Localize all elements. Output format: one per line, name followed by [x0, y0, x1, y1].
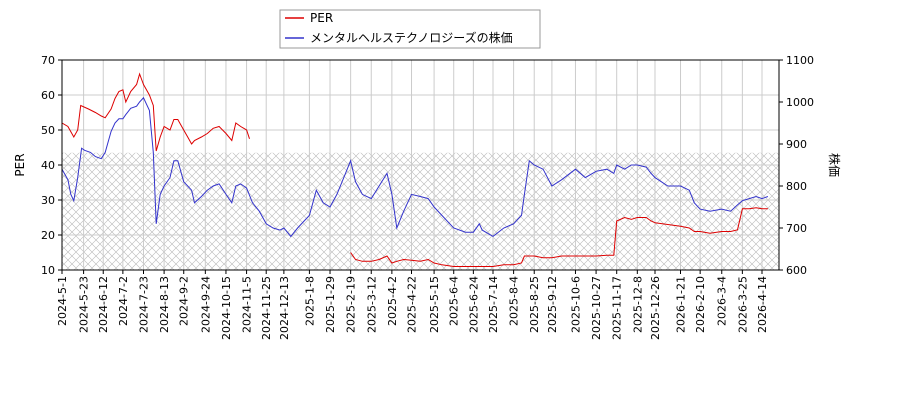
x-tick-label: 2025-7-14: [487, 276, 500, 333]
per-series-line-segment-2: [350, 207, 768, 267]
x-tick-label: 2024-6-12: [97, 276, 110, 333]
x-tick-label: 2025-10-27: [590, 276, 603, 340]
right-tick-label: 1100: [786, 54, 814, 67]
x-tick-label: 2024-9-2: [178, 276, 191, 326]
legend-label-per: PER: [310, 11, 333, 25]
right-axis-label: 株価: [827, 153, 842, 177]
x-tick-label: 2025-8-25: [528, 276, 541, 333]
left-axis-label: PER: [13, 153, 27, 176]
x-tick-label: 2025-4-2: [386, 276, 399, 326]
x-tick-label: 2025-4-22: [406, 276, 419, 333]
right-tick-label: 1000: [786, 96, 814, 109]
x-tick-label: 2024-5-1: [56, 276, 69, 326]
x-tick-label: 2025-9-12: [546, 276, 559, 333]
x-tick-label: 2024-7-2: [117, 276, 130, 326]
right-tick-label: 800: [786, 180, 807, 193]
x-tick-label: 2025-6-4: [448, 276, 461, 326]
right-tick-label: 900: [786, 138, 807, 151]
left-tick-label: 40: [41, 159, 55, 172]
x-tick-label: 2026-4-14: [756, 276, 769, 333]
x-tick-label: 2026-1-21: [675, 276, 688, 333]
x-tick-label: 2024-7-23: [137, 276, 150, 333]
x-tick-label: 2026-3-4: [716, 276, 729, 326]
x-tick-label: 2025-6-24: [467, 276, 480, 333]
left-tick-label: 60: [41, 89, 55, 102]
x-tick-label: 2024-8-13: [158, 276, 171, 333]
left-tick-label: 10: [41, 264, 55, 277]
left-tick-label: 30: [41, 194, 55, 207]
left-tick-label: 20: [41, 229, 55, 242]
series-lines: [61, 72, 769, 267]
hatched-band: [62, 152, 779, 270]
grid: [61, 59, 779, 271]
x-tick-label: 2025-1-8: [303, 276, 316, 326]
left-tick-label: 50: [41, 124, 55, 137]
left-tick-label: 70: [41, 54, 55, 67]
x-tick-label: 2025-11-17: [611, 276, 624, 340]
legend-box: [279, 9, 541, 49]
x-tick-label: 2025-2-19: [345, 276, 358, 333]
hatch-rect: [62, 152, 779, 270]
x-tick-label: 2026-2-10: [694, 276, 707, 333]
x-tick-label: 2025-12-26: [649, 276, 662, 340]
left-y-ticks: 10 20 30 40 50 60 70: [41, 54, 62, 277]
legend: PER メンタルヘルステクノロジーズの株価: [279, 9, 541, 49]
x-tick-label: 2025-8-4: [508, 276, 521, 326]
x-tick-label: 2024-10-15: [220, 276, 233, 340]
x-tick-label: 2026-3-25: [736, 276, 749, 333]
x-tick-label: 2024-11-25: [260, 276, 273, 340]
x-tick-label: 2025-12-8: [631, 276, 644, 333]
legend-label-price: メンタルヘルステクノロジーズの株価: [310, 30, 513, 45]
x-tick-label: 2024-11-5: [241, 276, 254, 333]
right-tick-label: 600: [786, 264, 807, 277]
x-tick-label: 2024-12-13: [278, 276, 291, 340]
x-tick-label: 2025-1-29: [324, 276, 337, 333]
x-tick-label: 2024-5-23: [78, 276, 91, 333]
x-tick-label: 2025-5-15: [428, 276, 441, 333]
right-y-ticks: 600 700 800 900 1000 1100: [779, 54, 814, 277]
right-tick-label: 700: [786, 222, 807, 235]
x-ticks: 2024-5-1 2024-5-23 2024-6-12 2024-7-2 2024-7…: [56, 270, 769, 340]
x-tick-label: 2025-10-6: [569, 276, 582, 333]
per-series-line-segment-1: [61, 72, 250, 152]
x-tick-label: 2024-9-24: [199, 276, 212, 333]
x-tick-label: 2025-3-12: [365, 276, 378, 333]
price-series-line: [61, 96, 769, 238]
